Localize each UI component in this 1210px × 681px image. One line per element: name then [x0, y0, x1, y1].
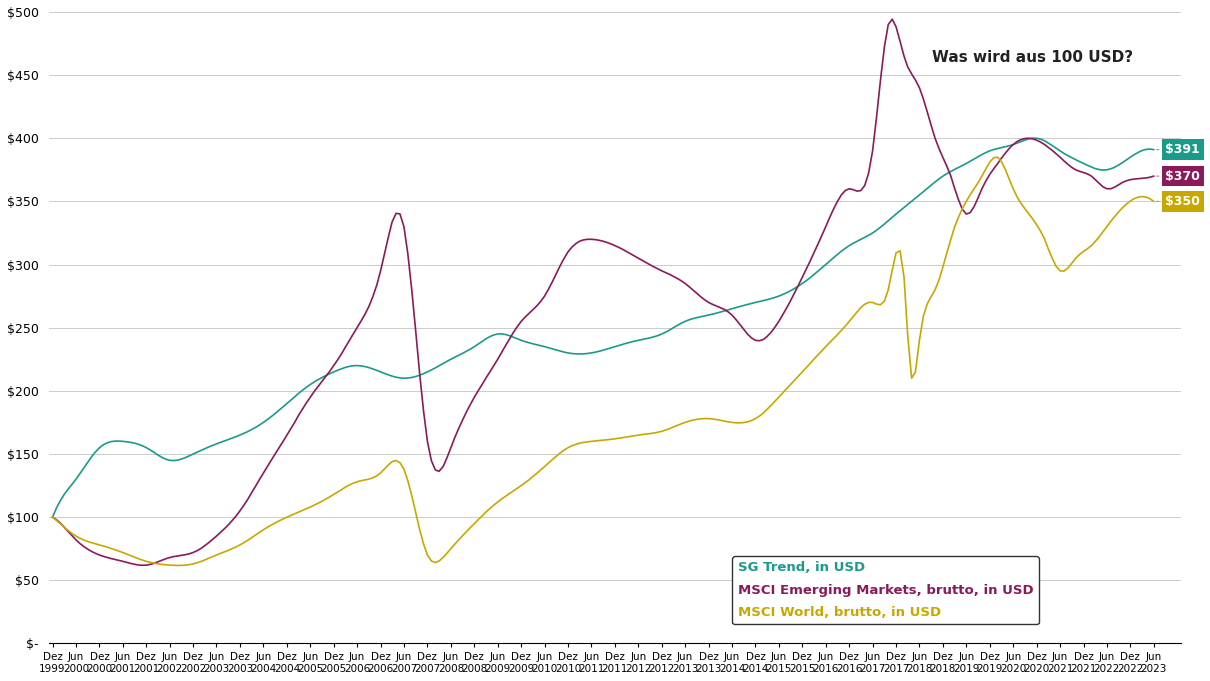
Text: $370: $370	[1157, 170, 1200, 183]
Text: $350: $350	[1157, 195, 1200, 208]
Text: Was wird aus 100 USD?: Was wird aus 100 USD?	[932, 50, 1133, 65]
Legend: SG Trend, in USD, MSCI Emerging Markets, brutto, in USD, MSCI World, brutto, in : SG Trend, in USD, MSCI Emerging Markets,…	[732, 556, 1038, 624]
Text: $391: $391	[1157, 143, 1200, 156]
